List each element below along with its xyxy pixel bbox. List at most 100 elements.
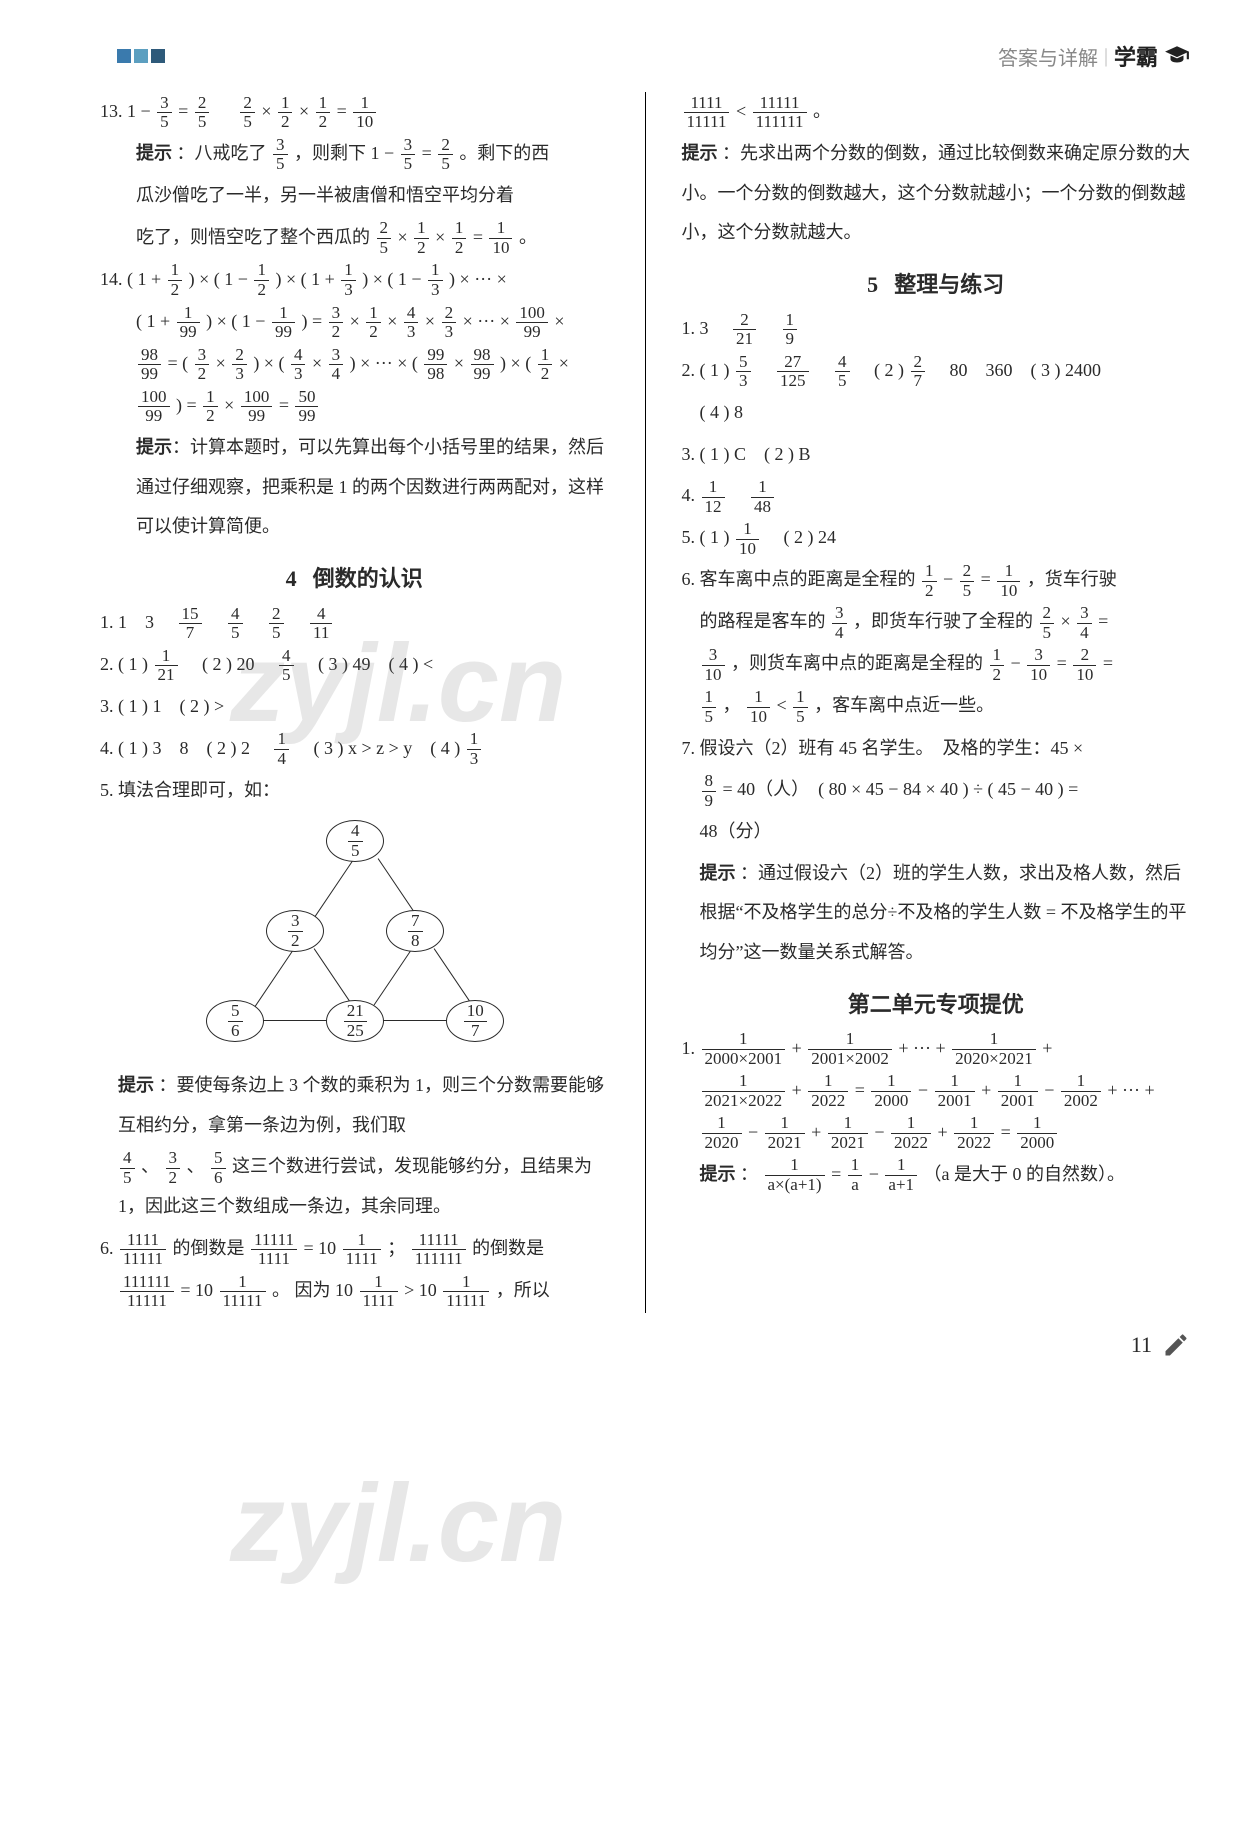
t: = (1057, 653, 1067, 673)
frac: 110 (997, 562, 1020, 600)
q13-hint-l2: 瓜沙僧吃了一半，另一半被唐僧和悟空平均分着 (100, 176, 609, 216)
frac: 25 (1040, 604, 1055, 642)
t: − (869, 1164, 879, 1184)
t: 的倒数是 (472, 1238, 544, 1258)
tri-edge (382, 1020, 448, 1021)
frac: 310 (702, 646, 725, 684)
s4-q1: 1. 1 3 157 45 25 411 (100, 603, 609, 643)
tri-edge (314, 948, 353, 1005)
frac: 19 (783, 311, 798, 349)
t: × (387, 311, 397, 331)
frac: 12 (538, 346, 553, 384)
r-top-hint: 提示 ：先求出两个分数的倒数，通过比较倒数来确定原分数的大小。一个分数的倒数越大… (682, 134, 1191, 253)
frac: 34 (832, 604, 847, 642)
t: ， (723, 695, 741, 715)
frac: 310 (1027, 646, 1050, 684)
t: ：八戒吃了 (177, 143, 267, 163)
frac: 12022 (808, 1072, 848, 1110)
frac: 110 (747, 688, 770, 726)
right-column: 111111111 < 11111111111 。 提示 ：先求出两个分数的倒数… (682, 92, 1191, 1313)
hint-label: 提示 (136, 143, 172, 163)
tri-edge (255, 948, 295, 1007)
t: 吃了，则悟空吃了整个西瓜的 (136, 227, 370, 247)
frac: 27 (911, 353, 926, 391)
r-top: 111111111 < 11111111111 。 (682, 92, 1191, 132)
frac: 12002 (1061, 1072, 1101, 1110)
frac: 12022 (891, 1114, 931, 1152)
t: = 10 (303, 1238, 336, 1258)
s5-q6-l3: 310 ，则货车离中点的距离是全程的 12 − 310 = 210 = (682, 644, 1191, 684)
frac: 12 (414, 219, 429, 257)
frac: 23 (442, 304, 457, 342)
tri-edge (434, 948, 474, 1007)
t: + (792, 1080, 802, 1100)
frac: 9899 (471, 346, 494, 384)
t: × (350, 311, 360, 331)
s5-q2b: ( 4 ) 8 (682, 393, 1191, 433)
q14-l4: 10099 ) = 12 × 10099 = 5099 (100, 386, 609, 426)
t: = (337, 101, 347, 121)
q14-l3: 9899 = ( 32 × 23 ) × ( 43 × 34 ) × ··· ×… (100, 344, 609, 384)
frac: 199 (272, 304, 295, 342)
s5-q3: 3. ( 1 ) C ( 2 ) B (682, 435, 1191, 475)
t: × (454, 353, 464, 373)
frac: 89 (702, 772, 717, 810)
frac: 12 (254, 261, 269, 299)
s5-q6-l4: 15 ， 110 < 15 ，客车离中点近一些。 (682, 686, 1191, 726)
t: ，客车离中点近一些。 (814, 695, 994, 715)
t: = (178, 101, 188, 121)
t: × (398, 227, 408, 247)
u2-q1-l2: 12021×2022 + 12022 = 12000 − 12001 + 120… (682, 1071, 1191, 1111)
s4-q5: 5. 填法合理即可，如： (100, 771, 609, 811)
sec5-num: 5 (867, 272, 878, 297)
header-title: 答案与详解 | 学霸 (998, 40, 1190, 72)
s5-q4: 4. 112 148 (682, 476, 1191, 516)
unit2-title: 第二单元专项提优 (682, 987, 1191, 1019)
header-subtitle: 答案与详解 (998, 42, 1098, 71)
t: = (1103, 653, 1113, 673)
t: < (736, 101, 746, 121)
frac: 12000×2001 (702, 1030, 786, 1068)
frac: 45 (279, 647, 294, 685)
frac: 12022 (954, 1114, 994, 1152)
block-3 (134, 49, 148, 63)
t: − (943, 569, 953, 589)
frac: 15 (702, 688, 717, 726)
s5-q1: 1. 3 221 19 (682, 309, 1191, 349)
t: = (473, 227, 483, 247)
frac: 11111111111 (412, 1231, 466, 1269)
t: ：通过假设六（2）班的学生人数，求出及格人数，然后根据“不及格学生的总分÷不及格… (700, 863, 1187, 962)
block-4 (151, 49, 165, 63)
t: ) × ··· × (449, 269, 507, 289)
frac: 221 (733, 311, 756, 349)
u2-q1-l1: 1. 12000×2001 + 12001×2002 + ··· + 12020… (682, 1029, 1191, 1069)
frac: 12021 (765, 1114, 805, 1152)
frac: 32 (166, 1149, 181, 1187)
frac: 12001×2002 (808, 1030, 892, 1068)
s5-q7-l2: 89 = 40（人） ( 80 × 45 − 84 × 40 ) ÷ ( 45 … (682, 770, 1191, 810)
s4-q5-hint: 提示 ：要使每条边上 3 个数的乘积为 1，则三个分数需要能够互相约分，拿第一条… (100, 1066, 609, 1145)
t: ( 3 ) x > z > y ( 4 ) (295, 738, 460, 758)
t: 的倒数是 (172, 1238, 244, 1258)
frac: 12 (278, 94, 293, 132)
t: − (748, 1122, 758, 1142)
tri-node: 45 (326, 820, 384, 862)
frac: 15 (793, 688, 808, 726)
section-5-title: 5 整理与练习 (682, 267, 1191, 299)
s4-q3: 3. ( 1 ) 1 ( 2 ) > (100, 687, 609, 727)
frac: 12001 (935, 1072, 975, 1110)
frac: 45 (120, 1149, 135, 1187)
page-num-text: 11 (1131, 1332, 1152, 1358)
frac: 27125 (777, 353, 809, 391)
s5-q7-l1: 7. 假设六（2）班有 45 名学生。 及格的学生：45 × (682, 729, 1191, 769)
tri-edge (262, 1020, 328, 1021)
t: = (855, 1080, 865, 1100)
t: × (224, 395, 234, 415)
s4-q2: 2. ( 1 ) 121 ( 2 ) 20 45 ( 3 ) 49 ( 4 ) … (100, 645, 609, 685)
frac: 11111111111 (753, 94, 807, 132)
page-number: 11 (100, 1331, 1190, 1359)
hint-label: 提示 (700, 1164, 736, 1184)
hint-label: 提示 (118, 1075, 154, 1095)
t: ( 3 ) 49 ( 4 ) < (300, 654, 433, 674)
graduation-cap-icon (1164, 43, 1190, 69)
